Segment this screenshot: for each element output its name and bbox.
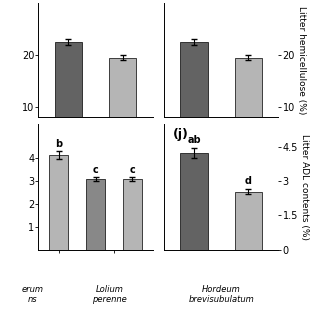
- Y-axis label: Litter hemicellulose (%): Litter hemicellulose (%): [297, 6, 306, 114]
- Bar: [86, 179, 105, 250]
- Text: Hordeum
brevisubulatum: Hordeum brevisubulatum: [188, 285, 254, 304]
- Y-axis label: Litter ADL contents (%): Litter ADL contents (%): [300, 134, 309, 240]
- Bar: [235, 58, 262, 158]
- Text: c: c: [93, 165, 99, 175]
- Text: c: c: [130, 165, 135, 175]
- Text: b: b: [55, 139, 62, 149]
- Text: ab: ab: [187, 135, 201, 146]
- Text: d: d: [245, 177, 252, 187]
- Text: erum
ns: erum ns: [22, 285, 44, 304]
- Text: (j): (j): [173, 128, 189, 141]
- Bar: [235, 191, 262, 250]
- Bar: [180, 153, 208, 250]
- Bar: [180, 42, 208, 158]
- Text: Lolium
perenne: Lolium perenne: [92, 285, 127, 304]
- Bar: [109, 58, 136, 158]
- Bar: [123, 179, 142, 250]
- Bar: [50, 155, 68, 250]
- Bar: [55, 42, 82, 158]
